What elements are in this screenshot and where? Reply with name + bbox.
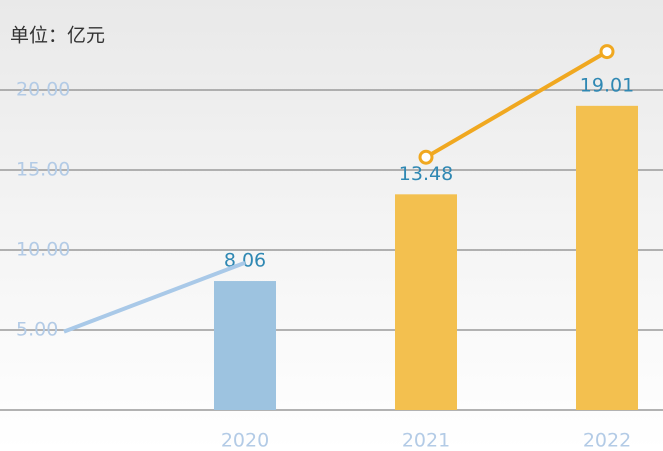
line-marker — [599, 44, 615, 60]
value-label: 19.01 — [580, 74, 634, 96]
line — [63, 260, 246, 334]
bar — [576, 105, 638, 410]
line-marker — [418, 149, 434, 165]
x-tick-label: 2021 — [402, 430, 450, 451]
x-tick-label: 2020 — [221, 430, 269, 451]
x-tick-label: 2022 — [583, 430, 631, 451]
line — [424, 49, 609, 159]
unit-label: 单位：亿元 — [10, 25, 105, 47]
bar — [214, 281, 276, 410]
y-tick-label: 15.00 — [16, 159, 70, 181]
y-tick-label: 10.00 — [16, 239, 70, 261]
value-label: 13.48 — [399, 163, 453, 185]
bar — [395, 194, 457, 410]
y-tick-label: 20.00 — [16, 79, 70, 101]
y-tick-label: 5.00 — [16, 319, 58, 341]
